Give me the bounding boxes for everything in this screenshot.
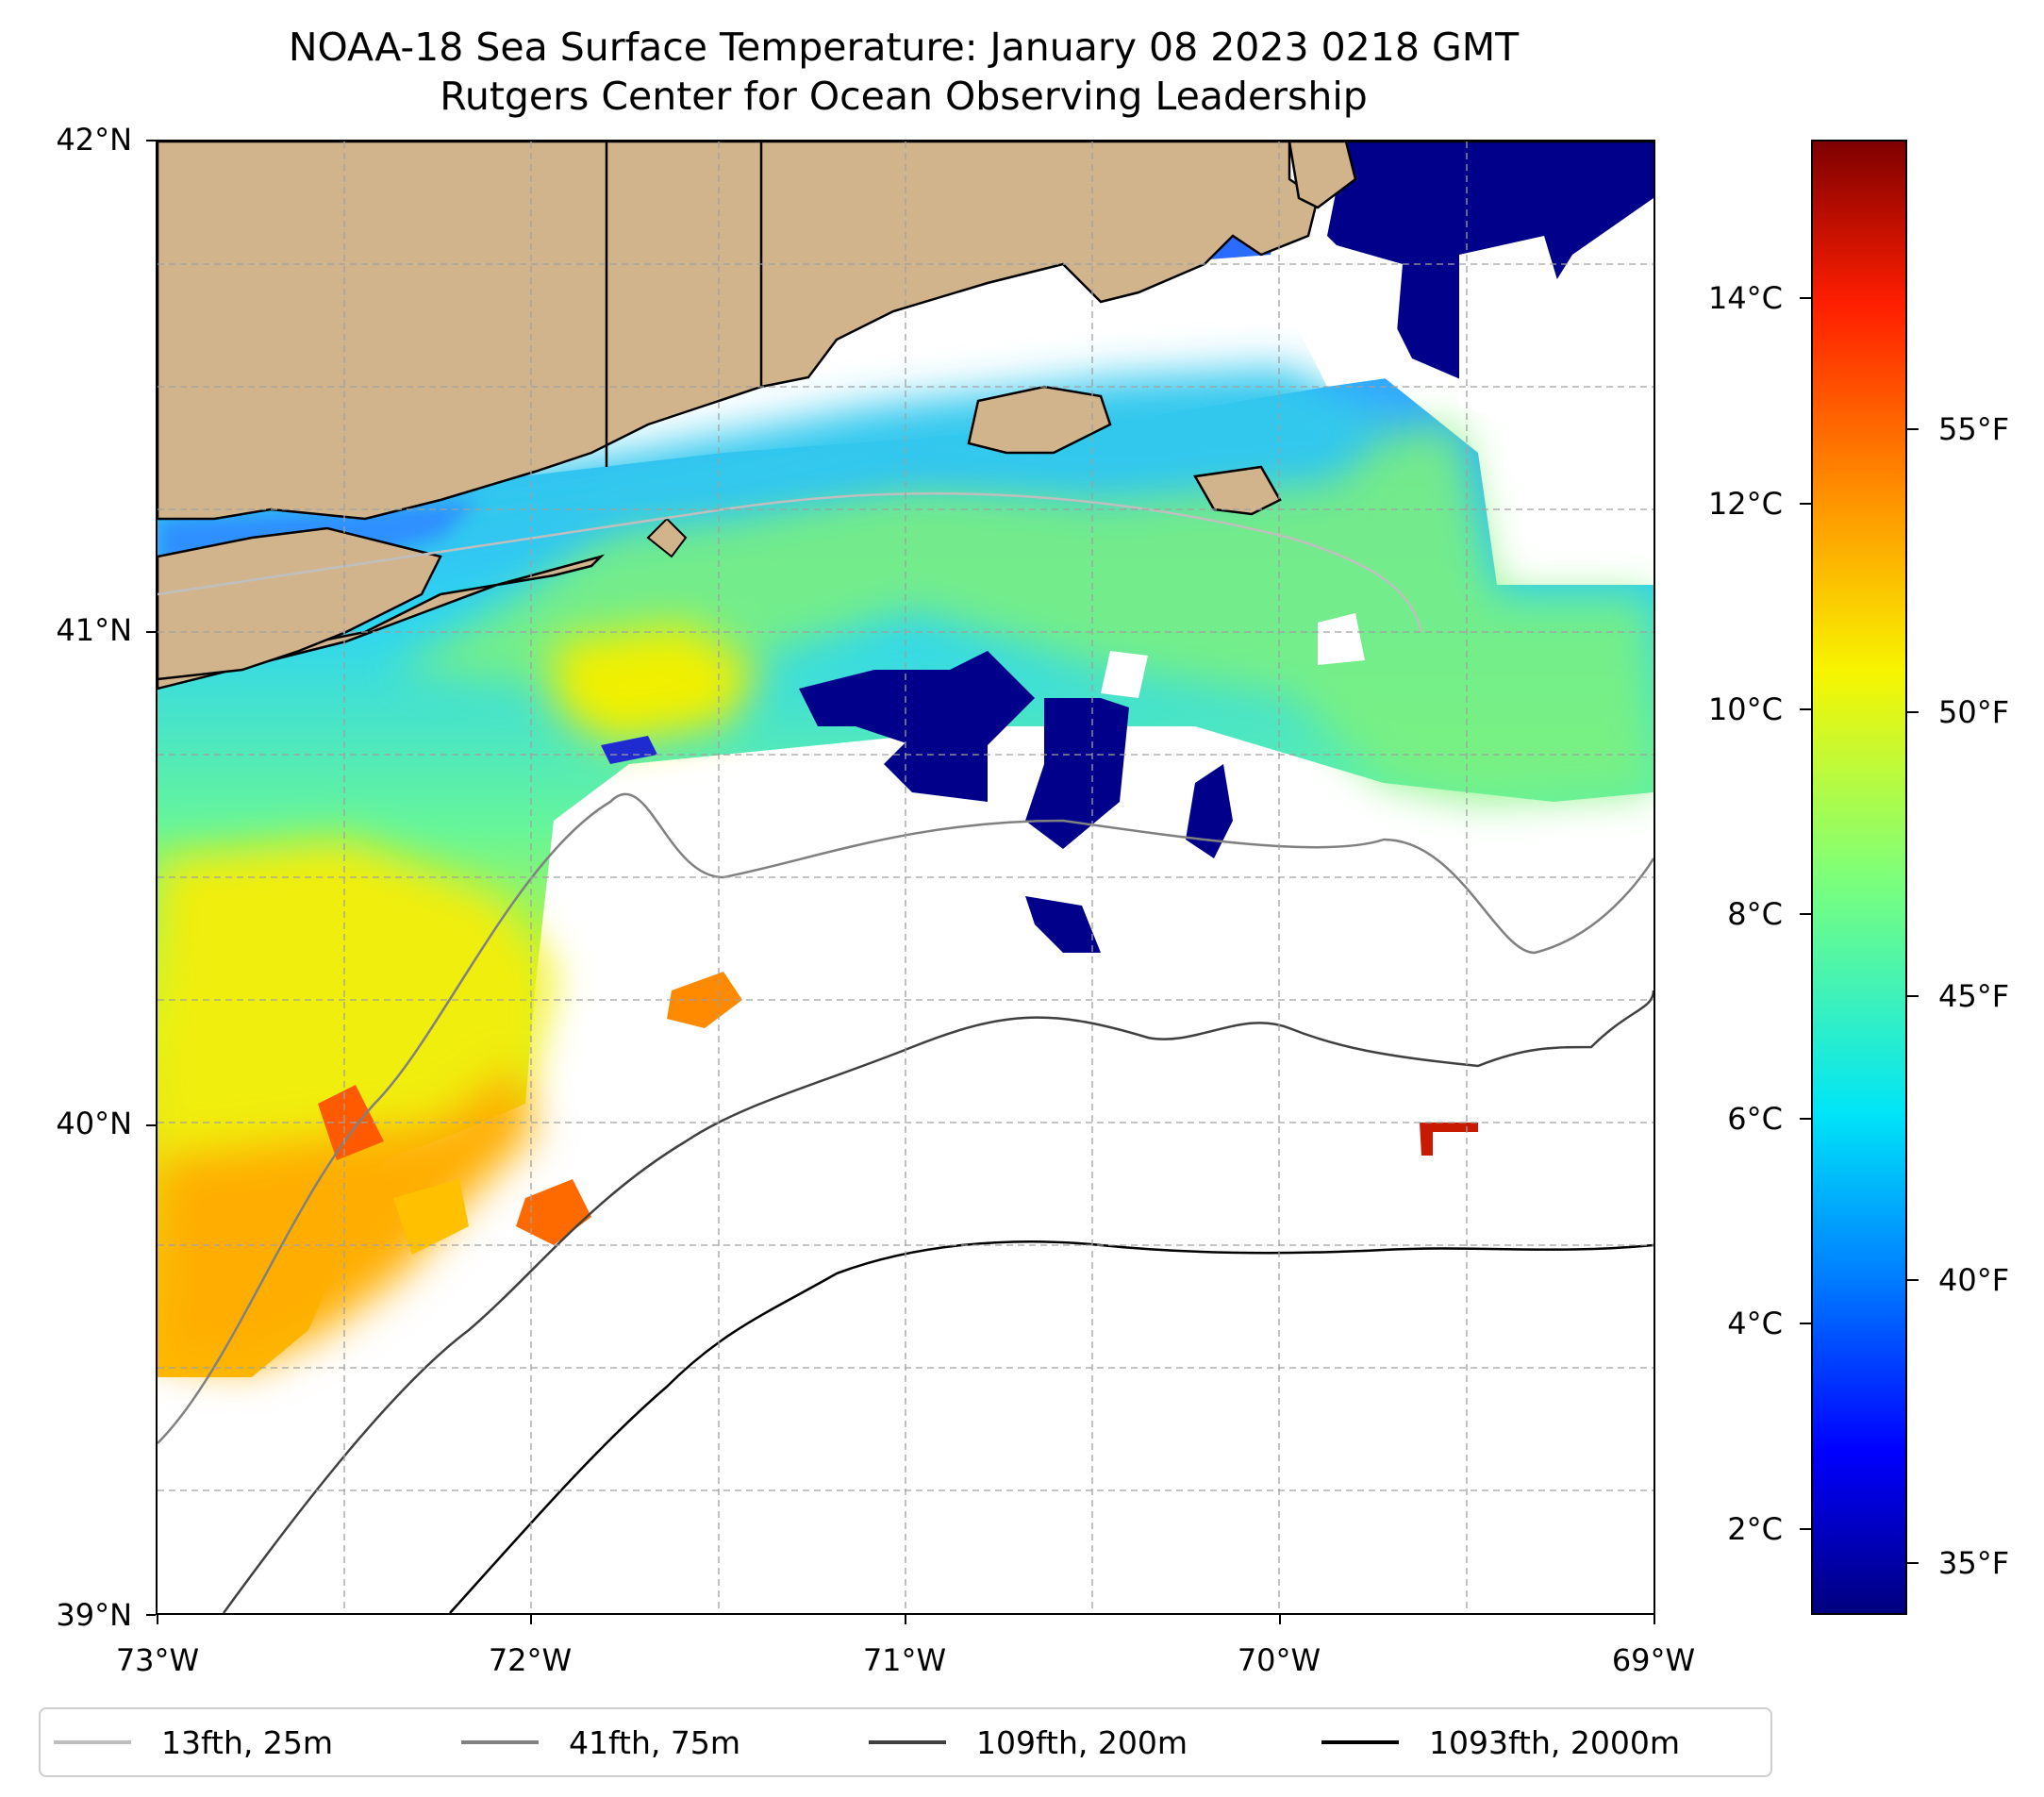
sst-orange-shelf — [158, 1066, 535, 1368]
lat-tick — [146, 1124, 156, 1126]
sst-white-gap-1 — [1289, 245, 1403, 387]
legend-item-25m: 13fth, 25m — [54, 1709, 333, 1775]
colorbar-tick — [1800, 1323, 1811, 1324]
legend-item-2000m: 1093fth, 2000m — [1321, 1709, 1680, 1775]
colorbar-f-40: 40°F — [1938, 1262, 2010, 1298]
land — [158, 141, 1653, 691]
isobath-200m — [222, 990, 1653, 1613]
sst-cold-patch-6 — [601, 736, 657, 764]
isobath-75m — [158, 792, 1653, 1444]
legend-swatch — [1321, 1740, 1399, 1744]
sst-cold-patch-3 — [1025, 698, 1129, 849]
sst-white-gap-3 — [1101, 651, 1148, 698]
land-marthas-vineyard — [967, 385, 1112, 455]
legend-label: 1093fth, 2000m — [1429, 1723, 1680, 1761]
sst-patch-east — [1420, 1123, 1478, 1156]
colorbar-f-45: 45°F — [1938, 978, 2010, 1014]
sst-patch-south-3 — [393, 1179, 469, 1255]
colorbar-tick — [1907, 1279, 1919, 1281]
lat-tick — [146, 1614, 156, 1616]
lon-label-70: 70°W — [1237, 1642, 1321, 1678]
lon-tick — [157, 1615, 158, 1624]
lat-label-41: 41°N — [56, 612, 132, 648]
isobath-25m — [158, 491, 1423, 633]
colorbar-tick — [1907, 1562, 1919, 1564]
colorbar-c-8: 8°C — [1727, 896, 1783, 932]
lon-tick — [530, 1615, 532, 1624]
sst-yellow-shelf — [158, 840, 554, 1198]
colorbar-tick — [1800, 503, 1811, 505]
sst-yellow-patch — [554, 623, 761, 745]
legend-label: 109fth, 200m — [976, 1723, 1188, 1761]
lat-tick — [146, 631, 156, 633]
colorbar-tick — [1800, 708, 1811, 710]
sst-map[interactable] — [158, 141, 1653, 1613]
legend-swatch — [869, 1740, 946, 1744]
legend-item-200m: 109fth, 200m — [869, 1709, 1188, 1775]
lon-label-71: 71°W — [862, 1642, 947, 1678]
lat-label-40: 40°N — [56, 1106, 132, 1141]
lon-tick — [1653, 1615, 1655, 1624]
sst-white-gap-4 — [1318, 613, 1365, 665]
lon-label-72: 72°W — [488, 1642, 573, 1678]
land-new-england — [158, 141, 1320, 521]
lon-tick — [1279, 1615, 1281, 1624]
sst-white-gap-2 — [1459, 236, 1572, 424]
legend-label: 13fth, 25m — [161, 1723, 333, 1761]
colorbar-tick — [1800, 1118, 1811, 1120]
gridlines — [158, 141, 1653, 1613]
sst-cold-patch-2 — [884, 717, 988, 802]
colorbar-f-55: 55°F — [1938, 411, 2010, 447]
legend-label: 41fth, 75m — [569, 1723, 740, 1761]
temperature-colorbar — [1811, 140, 1907, 1615]
lat-label-39: 39°N — [56, 1597, 132, 1633]
land-long-island-north — [158, 526, 442, 681]
legend-swatch — [461, 1740, 539, 1744]
land-nantucket — [1193, 465, 1282, 516]
colorbar-c-12: 12°C — [1707, 486, 1783, 522]
lon-tick — [905, 1615, 906, 1624]
land-block-island — [646, 517, 688, 558]
colorbar-tick — [1800, 1528, 1811, 1530]
land-cape-cod — [1288, 141, 1653, 209]
map-subtitle: Rutgers Center for Ocean Observing Leade… — [440, 74, 1368, 119]
colorbar-c-2: 2°C — [1727, 1511, 1783, 1547]
legend-item-75m: 41fth, 75m — [461, 1709, 740, 1775]
colorbar-f-35: 35°F — [1938, 1545, 2010, 1581]
colorbar-c-10: 10°C — [1707, 691, 1783, 727]
lon-label-69: 69°W — [1611, 1642, 1696, 1678]
colorbar-c-4: 4°C — [1727, 1306, 1783, 1341]
colorbar-c-14: 14°C — [1707, 280, 1783, 316]
lat-tick — [146, 140, 156, 141]
isobath-legend: 13fth, 25m 41fth, 75m 109fth, 200m 1093f… — [39, 1707, 1772, 1777]
colorbar-c-6: 6°C — [1727, 1101, 1783, 1137]
sst-patch-south-2 — [516, 1179, 591, 1245]
map-title: NOAA-18 Sea Surface Temperature: January… — [288, 25, 1520, 70]
colorbar-f-50: 50°F — [1938, 694, 2010, 730]
lat-label-42: 42°N — [56, 122, 132, 158]
isobaths — [158, 491, 1653, 1613]
lon-label-73: 73°W — [115, 1642, 200, 1678]
isobath-2000m — [449, 1240, 1653, 1613]
legend-swatch — [54, 1740, 131, 1744]
sst-cold-patch-4 — [1186, 764, 1233, 858]
colorbar-tick — [1907, 995, 1919, 997]
map-panel[interactable] — [156, 140, 1655, 1615]
colorbar-tick — [1907, 428, 1919, 430]
sst-cold-patch-5 — [1025, 896, 1101, 953]
colorbar-tick — [1800, 913, 1811, 915]
colorbar-tick — [1800, 297, 1811, 299]
sst-field — [158, 141, 1653, 1377]
colorbar-tick — [1907, 711, 1919, 713]
